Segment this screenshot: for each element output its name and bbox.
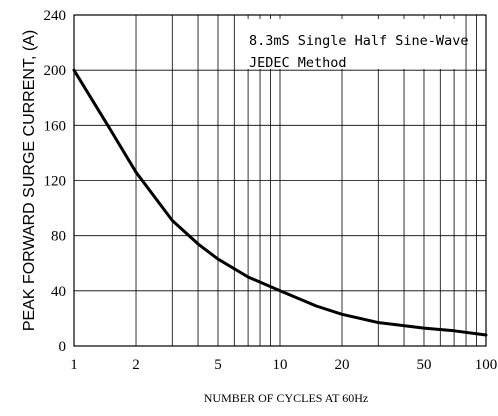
series-group xyxy=(72,68,488,337)
x-tick-label-4: 20 xyxy=(335,357,350,373)
y-tick-label-5: 200 xyxy=(44,63,67,79)
x-tick-label-2: 5 xyxy=(214,357,222,373)
x-tick-label-0: 1 xyxy=(70,357,78,373)
x-tick-label-5: 50 xyxy=(416,357,431,373)
y-tick-label-3: 120 xyxy=(44,174,67,190)
annotation-box: 8.3mS Single Half Sine-Wave JEDEC Method xyxy=(244,19,468,71)
annotation-line-2: JEDEC Method xyxy=(249,55,347,71)
x-tick-label-6: 100 xyxy=(475,357,498,373)
tick-labels: 1 2 5 10 20 50 100 0 40 80 120 160 200 240 xyxy=(44,8,498,373)
x-tick-label-1: 2 xyxy=(132,357,140,373)
y-tick-label-1: 40 xyxy=(51,284,66,300)
plot-frame xyxy=(73,14,487,347)
y-tick-label-4: 160 xyxy=(44,118,67,134)
y-tick-label-0: 0 xyxy=(59,339,67,355)
series-line-0 xyxy=(72,68,488,337)
y-tick-label-6: 240 xyxy=(44,8,67,24)
annotation-background xyxy=(244,19,462,69)
y-axis-label: PEAK FORWARD SURGE CURRENT, (A) xyxy=(21,30,38,331)
annotation-line-1: 8.3mS Single Half Sine-Wave xyxy=(249,33,468,49)
y-tick-label-2: 80 xyxy=(51,229,66,245)
x-axis-label: NUMBER OF CYCLES AT 60Hz xyxy=(204,391,368,405)
x-tick-label-3: 10 xyxy=(273,357,288,373)
